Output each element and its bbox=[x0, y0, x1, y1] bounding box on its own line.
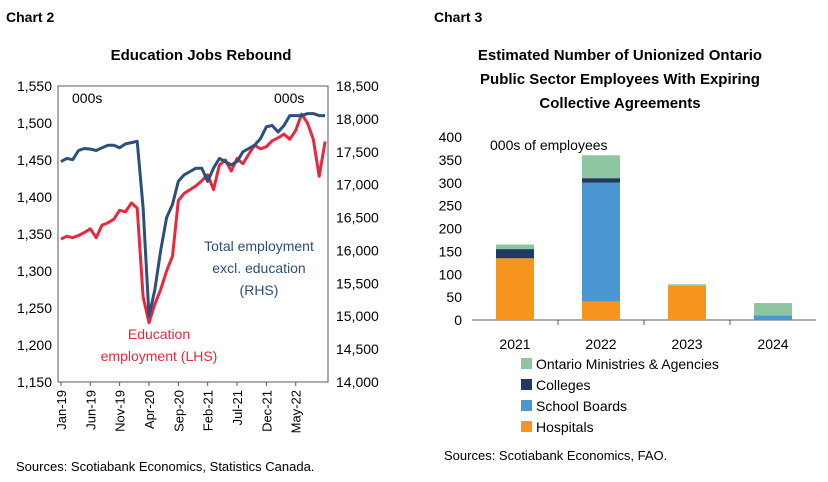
chart2-left-tick-label: 1,400 bbox=[17, 189, 52, 205]
chart2-right-tick-label: 15,000 bbox=[336, 308, 379, 324]
chart2-x-tick-label: Nov-19 bbox=[113, 390, 128, 432]
chart3-bar-ministries bbox=[668, 284, 706, 286]
chart3-legend-label-hospitals: Hospitals bbox=[536, 419, 594, 435]
chart3-legend-swatch-colleges bbox=[521, 379, 532, 390]
chart3-legend-swatch-ministries bbox=[521, 358, 532, 369]
chart3-source: Sources: Scotiabank Economics, FAO. bbox=[444, 448, 667, 463]
chart2-x-tick-label: Apr-20 bbox=[142, 390, 157, 429]
chart2-x-tick-label: Jan-19 bbox=[54, 390, 69, 430]
chart2-right-unit: 000s bbox=[274, 90, 304, 106]
chart3-bar-ministries bbox=[496, 244, 534, 250]
chart2-right-tick-label: 18,500 bbox=[336, 78, 379, 94]
chart2-x-tick-label: Jun-19 bbox=[83, 390, 98, 430]
chart2-x-tick-label: May-22 bbox=[289, 390, 304, 433]
chart3-bar-school-boards bbox=[582, 182, 620, 302]
chart3-x-tick-label: 2024 bbox=[757, 336, 788, 352]
chart3-x-tick-label: 2021 bbox=[499, 336, 530, 352]
chart2-series-education bbox=[60, 112, 327, 325]
chart3-y-tick-label: 350 bbox=[439, 152, 463, 168]
chart3-x-tick-label: 2023 bbox=[671, 336, 702, 352]
chart3-y-tick-label: 250 bbox=[439, 198, 463, 214]
chart3-bar-hospitals bbox=[668, 285, 706, 320]
chart3-label: Chart 3 bbox=[434, 9, 482, 25]
chart3-x-tick-label: 2022 bbox=[585, 336, 616, 352]
chart2-x-tick-label: Sep-20 bbox=[171, 390, 186, 432]
chart3-bar-ministries bbox=[582, 155, 620, 179]
chart2-left-tick-label: 1,150 bbox=[17, 374, 52, 390]
chart2-blue-series-label-2: excl. education bbox=[212, 260, 305, 276]
chart3-y-tick-label: 300 bbox=[439, 175, 463, 191]
chart2-plot-frame bbox=[57, 85, 329, 383]
chart2-label: Chart 2 bbox=[6, 9, 54, 25]
chart3-legend-label-school-boards: School Boards bbox=[536, 398, 627, 414]
chart2-right-tick-label: 16,500 bbox=[336, 210, 379, 226]
chart2-blue-series-label-1: Total employment bbox=[204, 238, 314, 254]
chart3-bar-school-boards bbox=[754, 315, 792, 320]
chart2-right-tick-label: 16,000 bbox=[336, 242, 379, 258]
chart3-legend-label-colleges: Colleges bbox=[536, 377, 590, 393]
chart3-y-tick-label: 50 bbox=[446, 289, 462, 305]
chart3-unit: 000s of employees bbox=[490, 137, 608, 153]
chart3-y-tick-label: 100 bbox=[439, 266, 463, 282]
chart2-left-tick-label: 1,450 bbox=[17, 152, 52, 168]
chart2-right-tick-label: 14,500 bbox=[336, 341, 379, 357]
chart3-legend-swatch-school-boards bbox=[521, 400, 532, 411]
chart2-right-tick-label: 15,500 bbox=[336, 275, 379, 291]
chart3-bar-ministries bbox=[754, 303, 792, 316]
chart2-left-tick-label: 1,550 bbox=[17, 78, 52, 94]
chart3-title-line-1: Estimated Number of Unionized Ontario bbox=[478, 47, 762, 64]
chart2-x-tick-label: Feb-21 bbox=[201, 390, 216, 431]
chart3-bar-colleges bbox=[496, 249, 534, 259]
chart2-x-tick-label: Dec-21 bbox=[259, 390, 274, 432]
chart2-source: Sources: Scotiabank Economics, Statistic… bbox=[16, 459, 314, 474]
chart3-y-tick-label: 400 bbox=[439, 129, 463, 145]
chart2-series-total-employment bbox=[60, 112, 326, 318]
chart3-title-line-3: Collective Agreements bbox=[539, 95, 700, 112]
chart2-left-tick-label: 1,300 bbox=[17, 263, 52, 279]
chart2-red-series-label-2: employment (LHS) bbox=[101, 348, 218, 364]
chart2-left-tick-label: 1,200 bbox=[17, 337, 52, 353]
chart3-title-line-2: Public Sector Employees With Expiring bbox=[480, 71, 760, 88]
chart3-y-tick-label: 150 bbox=[439, 243, 463, 259]
chart2-right-tick-label: 18,000 bbox=[336, 111, 379, 127]
chart2-right-tick-label: 17,500 bbox=[336, 144, 379, 160]
chart2-left-unit: 000s bbox=[72, 90, 102, 106]
chart3-legend-label-ministries: Ontario Ministries & Agencies bbox=[536, 356, 719, 372]
chart2-red-series-label-1: Education bbox=[128, 326, 190, 342]
chart3-bar-colleges bbox=[582, 178, 620, 183]
chart2-blue-series-label-3: (RHS) bbox=[240, 282, 279, 298]
chart2-title: Education Jobs Rebound bbox=[111, 47, 292, 64]
chart2-right-tick-label: 14,000 bbox=[336, 374, 379, 390]
chart2-left-tick-label: 1,350 bbox=[17, 226, 52, 242]
chart3-bar-hospitals bbox=[582, 301, 620, 320]
chart3-y-tick-label: 0 bbox=[454, 312, 462, 328]
chart3-bar-hospitals bbox=[496, 258, 534, 320]
chart3-legend-swatch-hospitals bbox=[521, 421, 532, 432]
chart3-y-tick-label: 200 bbox=[439, 221, 463, 237]
chart2-left-tick-label: 1,250 bbox=[17, 300, 52, 316]
chart2-left-tick-label: 1,500 bbox=[17, 115, 52, 131]
chart2-x-tick-label: Jul-21 bbox=[230, 390, 245, 425]
chart2-right-tick-label: 17,000 bbox=[336, 177, 379, 193]
